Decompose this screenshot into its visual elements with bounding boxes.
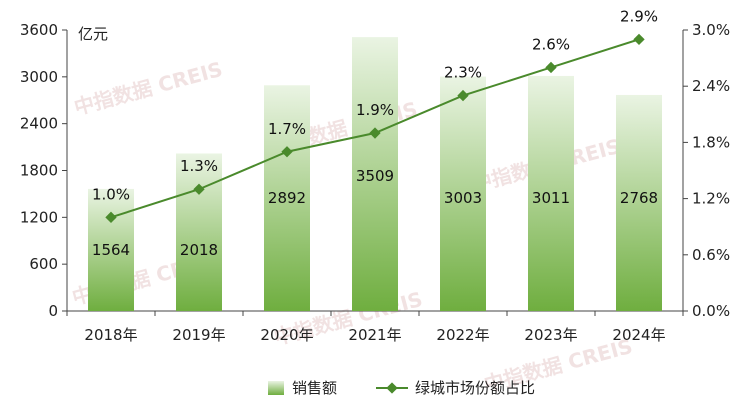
watermark-text: 中指数据 CREIS [71, 57, 225, 120]
right-axis-tick-label: 3.0% [692, 21, 730, 39]
bar-2023年 [528, 75, 574, 311]
bar-value-label: 2892 [268, 189, 306, 207]
market-share-marker [281, 146, 293, 158]
line-value-label: 1.7% [268, 120, 306, 138]
legend: 销售额 绿城市场份额占比 [268, 379, 535, 397]
left-axis-tick-label: 1200 [20, 208, 58, 226]
legend-bar-swatch [268, 381, 284, 395]
right-axis-tick-label: 0.0% [692, 302, 730, 320]
bars-group [88, 37, 662, 311]
market-share-marker [633, 33, 645, 46]
right-axis-tick-label: 1.8% [692, 133, 730, 151]
bar-2020年 [264, 85, 310, 311]
line-value-label: 2.9% [620, 7, 658, 25]
bar-value-label: 2018 [180, 241, 218, 259]
left-axis-tick-label: 2400 [20, 115, 58, 133]
x-axis-category-label: 2021年 [348, 326, 401, 344]
bar-2024年 [616, 94, 662, 311]
bar-value-label: 2768 [620, 189, 658, 207]
line-value-label: 2.3% [444, 64, 482, 82]
line-group [105, 33, 645, 223]
x-axis-category-label: 2019年 [172, 326, 225, 344]
left-axis-tick-label: 1800 [20, 162, 58, 180]
x-axis-category-label: 2018年 [84, 326, 137, 344]
legend-line-marker [386, 382, 398, 394]
legend-line-label: 绿城市场份额占比 [415, 379, 535, 397]
bar-2022年 [440, 76, 486, 311]
right-axis-tick-label: 1.2% [692, 190, 730, 208]
bar-value-label: 3509 [356, 167, 394, 185]
bar-2019年 [176, 153, 222, 311]
bar-value-label: 3003 [444, 189, 482, 207]
axes-group: 0 600 1200 1800 2400 3000 3600 0.0% 0.6% 1.2% 1.8%… [20, 21, 730, 344]
bar-2018年 [88, 188, 134, 311]
left-axis-unit-label: 亿元 [78, 25, 108, 43]
left-axis-tick-label: 3600 [20, 21, 58, 39]
line-value-label: 1.0% [92, 185, 130, 203]
bar-value-label: 3011 [532, 189, 570, 207]
left-axis-tick-label: 3000 [20, 68, 58, 86]
x-axis-category-label: 2020年 [260, 326, 313, 344]
x-axis-category-label: 2023年 [524, 326, 577, 344]
right-axis-tick-label: 0.6% [692, 246, 730, 264]
market-share-marker [545, 61, 557, 74]
labels-group: 1564 2018 2892 3509 3003 3011 2768 1.0% 1.3% 1.7%… [92, 7, 658, 259]
x-axis-category-label: 2022年 [436, 326, 489, 344]
bar-2021年 [352, 37, 398, 311]
line-value-label: 1.3% [180, 157, 218, 175]
market-share-marker [369, 127, 381, 139]
left-axis-tick-label: 600 [29, 255, 58, 273]
line-value-label: 1.9% [356, 101, 394, 119]
right-axis-tick-label: 2.4% [692, 77, 730, 95]
line-value-label: 2.6% [532, 35, 570, 53]
x-axis-category-label: 2024年 [612, 326, 665, 344]
legend-bar-label: 销售额 [292, 379, 337, 397]
bar-value-label: 1564 [92, 241, 130, 259]
left-axis-tick-label: 0 [48, 302, 58, 320]
market-share-marker [193, 183, 205, 195]
